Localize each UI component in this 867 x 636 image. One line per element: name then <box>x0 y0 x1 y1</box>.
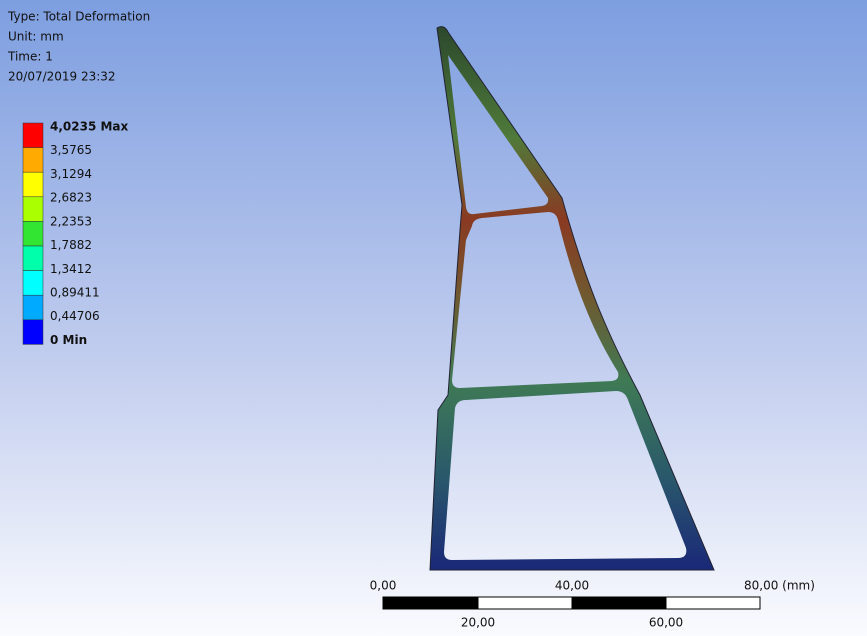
info-line: 20/07/2019 23:32 <box>8 70 116 84</box>
scale-label: 80,00 (mm) <box>744 579 815 593</box>
legend-label: 1,3412 <box>50 262 92 276</box>
legend-label: 4,0235 Max <box>50 120 129 134</box>
legend-swatch <box>23 148 43 173</box>
scale-segment <box>383 597 478 609</box>
legend-swatch <box>23 271 43 296</box>
legend-swatch <box>23 197 43 222</box>
legend-swatch <box>23 172 43 197</box>
scale-label: 40,00 <box>555 579 589 593</box>
scale-label: 0,00 <box>370 579 397 593</box>
legend-label: 0 Min <box>50 333 87 347</box>
legend-swatch <box>23 320 43 345</box>
info-line: Type: Total Deformation <box>7 10 150 24</box>
legend-label: 0,89411 <box>50 285 100 299</box>
page: 4,0235 Max 3,5765 3,1294 2,6823 2,2353 1,7882… <box>0 0 867 636</box>
legend-label: 2,2353 <box>50 214 92 228</box>
legend-label: 1,7882 <box>50 238 92 252</box>
scale-label: 60,00 <box>649 616 683 630</box>
legend-label: 3,1294 <box>50 167 92 181</box>
info-line: Unit: mm <box>8 30 64 44</box>
info-line: Time: 1 <box>7 50 53 64</box>
viewport: 4,0235 Max 3,5765 3,1294 2,6823 2,2353 1,7882… <box>0 0 867 636</box>
scale-segment <box>666 597 760 609</box>
scale-segment <box>478 597 572 609</box>
scale-label: 20,00 <box>461 616 495 630</box>
legend-swatch <box>23 221 43 246</box>
legend-swatch <box>23 123 43 148</box>
legend-label: 2,6823 <box>50 191 92 205</box>
scale-segment <box>572 597 666 609</box>
legend-label: 0,44706 <box>50 309 100 323</box>
legend-label: 3,5765 <box>50 143 92 157</box>
legend-swatch <box>23 246 43 271</box>
legend-swatch <box>23 295 43 320</box>
